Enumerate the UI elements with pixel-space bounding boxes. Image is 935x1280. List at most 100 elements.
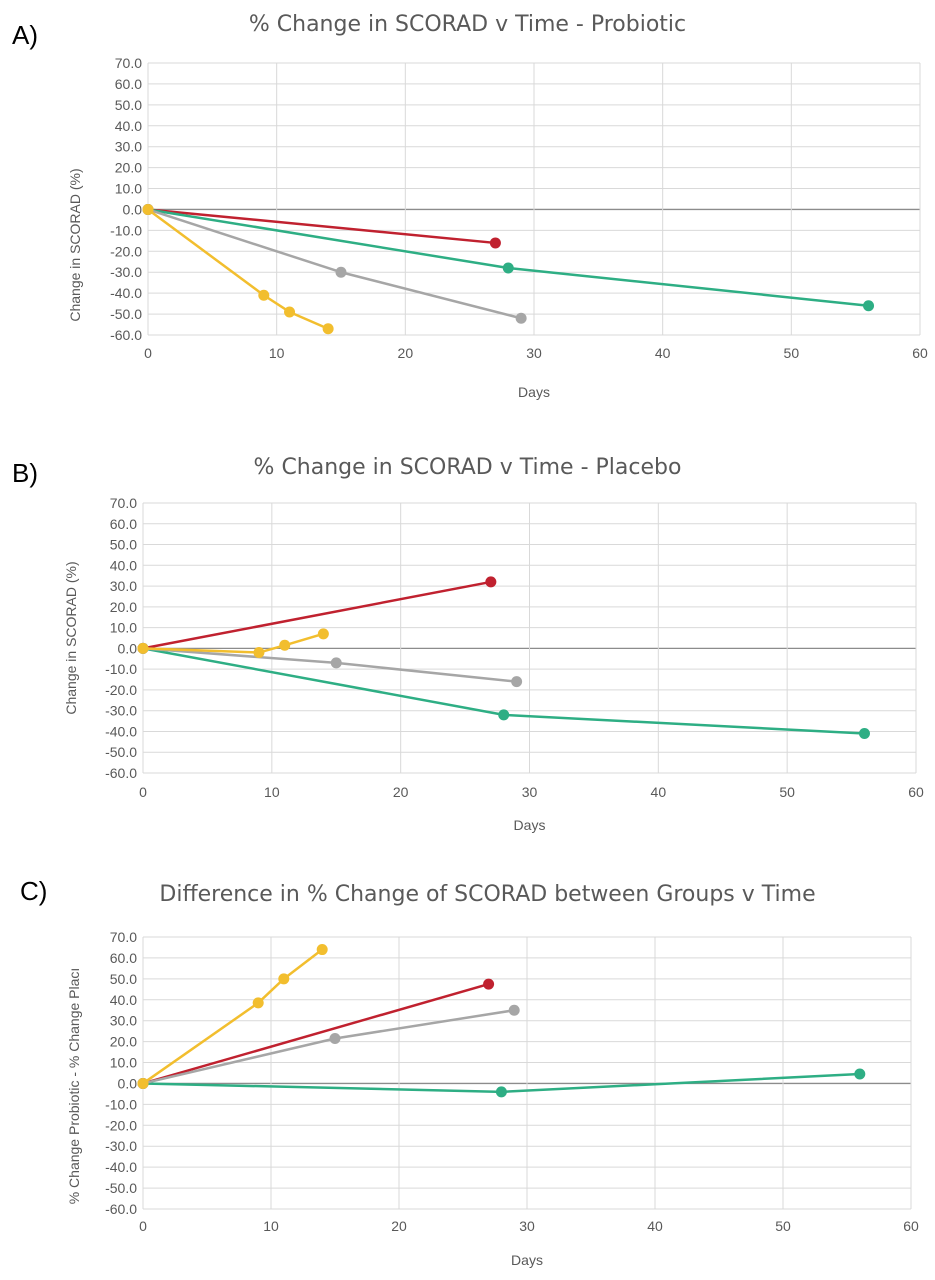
y-tick-label: -10.0	[105, 1096, 137, 1112]
y-tick-label: -10.0	[110, 222, 142, 238]
data-point-yellow	[137, 642, 149, 654]
y-tick-label: 70.0	[115, 55, 142, 71]
chart-c: 70.0 60.0 50.0 40.0 30.0 20.0 10.0 0.0 -10.0 -20.…	[66, 929, 919, 1268]
y-tick-label: -50.0	[105, 1180, 137, 1196]
panel-label: A)	[12, 20, 38, 50]
y-tick-label: 60.0	[115, 76, 142, 92]
x-tick-label: 50	[779, 784, 795, 800]
y-tick-label: 40.0	[110, 992, 137, 1008]
series-line-red	[147, 208, 496, 245]
data-point-yellow	[316, 944, 328, 956]
data-point-gray	[511, 676, 523, 688]
y-tick-label: -20.0	[110, 243, 142, 259]
data-point-yellow	[252, 997, 264, 1009]
data-point-yellow	[284, 306, 296, 318]
series-line-yellow	[142, 632, 324, 654]
data-point-yellow	[142, 203, 154, 215]
y-tick-label: -40.0	[110, 285, 142, 301]
y-tick-label: 50.0	[115, 97, 142, 113]
x-tick-label: 60	[908, 784, 924, 800]
y-tick-label: -60.0	[110, 327, 142, 343]
y-tick-label: -50.0	[105, 744, 137, 760]
series-line-red	[142, 982, 489, 1085]
y-tick-label: 0.0	[118, 640, 138, 656]
chart-a: 70.0 60.0 50.0 40.0 30.0 20.0 10.0 0.0 -10.0 -20.…	[67, 55, 928, 400]
series-line-green	[142, 647, 865, 735]
y-tick-label: -50.0	[110, 306, 142, 322]
x-tick-label: 20	[398, 345, 414, 361]
x-tick-label: 10	[263, 1218, 279, 1234]
chart-title: % Change in SCORAD v Time - Probiotic	[248, 12, 687, 37]
y-tick-label: -30.0	[105, 1138, 137, 1154]
x-axis-label: Days	[518, 384, 550, 400]
y-tick-label: -10.0	[105, 661, 137, 677]
data-point-gray	[335, 266, 347, 278]
series-line-yellow	[147, 208, 329, 330]
series-line-yellow	[142, 948, 323, 1085]
x-tick-label: 40	[655, 345, 671, 361]
series-line-green	[147, 208, 869, 307]
x-tick-label: 40	[651, 784, 667, 800]
y-tick-label: 60.0	[110, 950, 137, 966]
x-tick-label: 30	[526, 345, 542, 361]
series-line-red	[142, 580, 492, 650]
data-point-yellow	[278, 973, 290, 985]
y-tick-label: -20.0	[105, 1117, 137, 1133]
data-point-yellow	[322, 323, 334, 335]
y-tick-label: 10.0	[110, 620, 137, 636]
series-line-gray	[142, 1008, 515, 1085]
data-point-red	[483, 978, 495, 990]
panel-label: C)	[20, 876, 48, 906]
chart-b: 70.0 60.0 50.0 40.0 30.0 20.0 10.0 0.0 -10.0 -20.…	[63, 495, 924, 833]
data-point-green	[854, 1068, 866, 1080]
y-tick-label: 0.0	[123, 201, 143, 217]
x-tick-label: 50	[784, 345, 800, 361]
x-tick-label: 60	[912, 345, 928, 361]
y-tick-label: -60.0	[105, 1201, 137, 1217]
series-line-gray	[147, 208, 522, 320]
data-point-yellow	[258, 289, 270, 301]
y-tick-label: 40.0	[115, 118, 142, 134]
x-tick-label: 0	[139, 784, 147, 800]
y-tick-label: -30.0	[105, 703, 137, 719]
x-axis-label: Days	[514, 817, 546, 833]
y-tick-label: -40.0	[105, 1159, 137, 1175]
data-point-green	[495, 1086, 507, 1098]
data-point-green	[863, 300, 875, 312]
y-axis-label: Change in SCORAD (%)	[63, 561, 79, 714]
y-axis-label: Change in SCORAD (%)	[67, 168, 83, 321]
panel-b: B) % Change in SCORAD v Time - Placebo 7…	[0, 420, 935, 840]
data-point-gray	[515, 312, 527, 324]
data-point-red	[485, 576, 497, 588]
y-tick-label: 10.0	[115, 181, 142, 197]
y-axis-label: % Change Probiotic - % Change Placı	[66, 968, 82, 1205]
y-tick-label: 0.0	[118, 1075, 138, 1091]
x-axis-label: Days	[511, 1252, 543, 1268]
y-tick-label: 30.0	[110, 1013, 137, 1029]
y-tick-label: 10.0	[110, 1055, 137, 1071]
series-line-gray	[142, 647, 517, 683]
y-tick-label: -20.0	[105, 682, 137, 698]
data-point-red	[489, 237, 501, 249]
data-point-gray	[329, 1032, 341, 1044]
panel-label: B)	[12, 458, 38, 488]
x-tick-label: 0	[144, 345, 152, 361]
y-tick-label: 20.0	[110, 1034, 137, 1050]
y-tick-label: 20.0	[110, 599, 137, 615]
y-tick-label: -40.0	[105, 723, 137, 739]
chart-title: % Change in SCORAD v Time - Placebo	[253, 455, 682, 480]
x-tick-label: 30	[522, 784, 538, 800]
data-point-green	[502, 262, 514, 274]
y-tick-label: 70.0	[110, 929, 137, 945]
chart-title: Difference in % Change of SCORAD between…	[159, 882, 816, 907]
y-tick-label: 70.0	[110, 495, 137, 511]
data-point-green	[858, 728, 870, 740]
y-tick-label: 30.0	[115, 139, 142, 155]
data-point-yellow	[253, 647, 265, 659]
y-tick-label: 20.0	[115, 160, 142, 176]
x-tick-label: 50	[775, 1218, 791, 1234]
data-point-yellow	[137, 1077, 149, 1089]
data-point-green	[498, 709, 510, 721]
data-point-yellow	[317, 628, 329, 640]
y-tick-label: 50.0	[110, 537, 137, 553]
